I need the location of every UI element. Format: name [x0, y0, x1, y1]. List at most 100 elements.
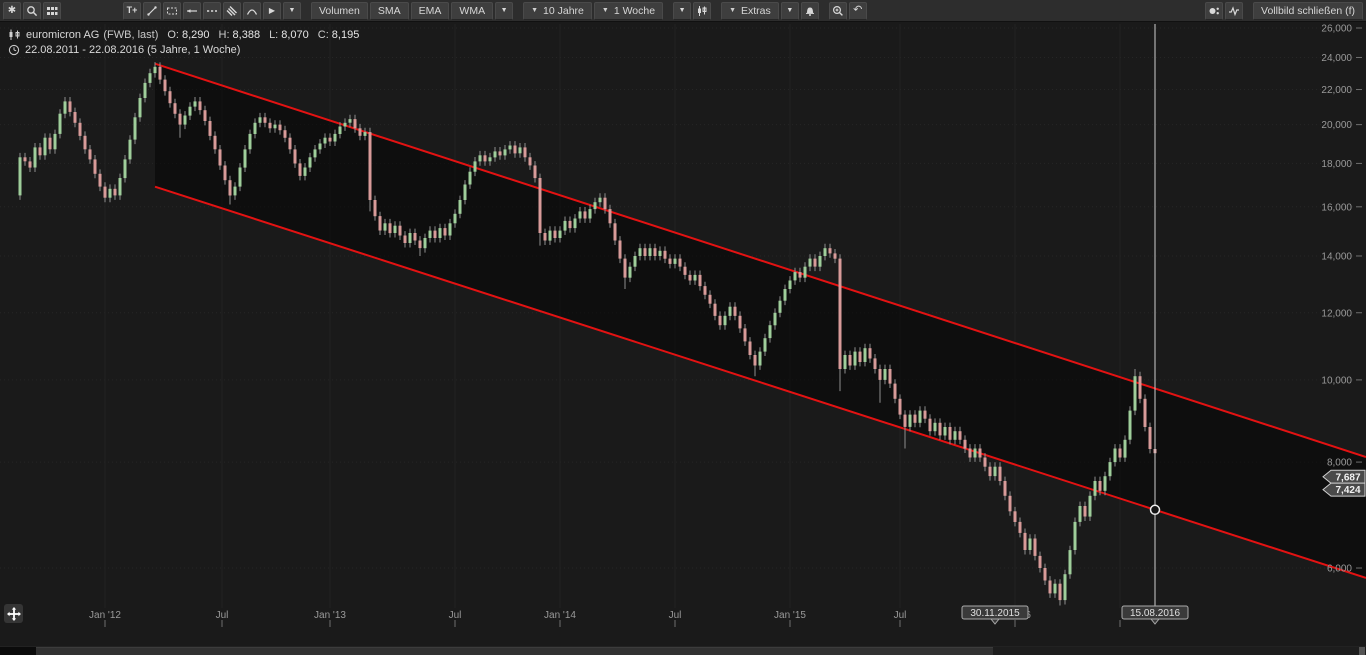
volumen-button[interactable]: Volumen [311, 1, 368, 20]
y-axis-label: 26,000 [1321, 24, 1352, 35]
x-axis-label: Jan '12 [89, 610, 121, 621]
alerts-dropdown-button[interactable]: ▼ [780, 1, 799, 20]
indicator-pulse-button[interactable] [1225, 1, 1244, 20]
chevron-down-icon: ▼ [531, 7, 539, 14]
range-label: 10 Jahre [543, 4, 584, 17]
y-axis-label: 20,000 [1321, 120, 1352, 131]
x-axis-label: Jan '15 [774, 610, 806, 621]
y-axis-label: 12,000 [1321, 308, 1352, 319]
legend-period-row: 22.08.2011 - 22.08.2016 (5 Jahre, 1 Woch… [8, 42, 359, 57]
y-axis-label: 22,000 [1321, 85, 1352, 96]
price-tag [1322, 469, 1366, 484]
trendline-tool-button[interactable] [143, 1, 161, 20]
search-zoom-icon[interactable] [23, 1, 41, 20]
arc-tool-button[interactable] [243, 1, 261, 20]
trend-channel-fill [155, 63, 1366, 578]
chevron-down-icon: ▼ [729, 7, 737, 14]
close-value: 8,195 [331, 28, 360, 41]
scrollbar-end-handle[interactable] [1359, 647, 1365, 655]
alert-bell-button[interactable] [800, 1, 819, 20]
horizontal-line-icon [187, 8, 197, 13]
interval-label: 1 Woche [613, 4, 656, 17]
ema-button[interactable]: EMA [410, 1, 450, 20]
trendline-icon [147, 5, 157, 16]
layout-grid-icon[interactable] [43, 1, 61, 20]
selection-box-tool-button[interactable] [163, 1, 181, 20]
extras-dropdown[interactable]: ▼ Extras [721, 1, 779, 20]
sma-button[interactable]: SMA [369, 1, 409, 20]
selection-box-icon [167, 7, 177, 14]
interval-dropdown[interactable]: ▼ 1 Woche [593, 1, 664, 20]
candlestick-chart-canvas[interactable]: 26,000 24,000 22,000 20,000 18,000 16,000 14,0… [0, 22, 1366, 632]
y-axis-label: 10,000 [1321, 375, 1352, 386]
candlestick-type-button[interactable] [693, 1, 712, 20]
clock-icon [8, 44, 20, 56]
grid-icon [47, 6, 58, 15]
undo-button[interactable]: ↶ [848, 1, 867, 20]
high-label: H: [218, 28, 230, 41]
zoom-in-icon [832, 5, 843, 16]
x-axis-label: Jul [894, 610, 907, 621]
text-tool-button[interactable]: T+ [123, 1, 141, 20]
y-axis-label: 18,000 [1321, 159, 1352, 170]
trend-channel-lower-line[interactable] [154, 185, 1366, 579]
channel-point-marker[interactable] [1149, 504, 1161, 516]
price-tag [1322, 482, 1366, 497]
date-tag-label: 30.11.2015 [970, 608, 1020, 619]
candlestick-series [18, 62, 1157, 606]
compare-icon [1209, 7, 1219, 14]
y-axis-label: 14,000 [1321, 251, 1352, 262]
dashed-line-icon [207, 9, 217, 12]
sma-label: SMA [377, 4, 401, 17]
x-axis-label: Jul [669, 610, 682, 621]
instrument-name: euromicron AG [26, 28, 100, 41]
price-tag-label: 7,424 [1335, 485, 1360, 496]
wma-label: WMA [459, 4, 486, 17]
fullscreen-close-button[interactable]: Vollbild schließen (f) [1253, 1, 1363, 20]
low-value: 8,070 [281, 28, 309, 41]
x-axis-label: Jan '14 [544, 610, 576, 621]
price-tag-label: 7,687 [1335, 472, 1360, 483]
chart-area[interactable]: 26,000 24,000 22,000 20,000 18,000 16,000 14,0… [0, 22, 1366, 655]
y-axis-label: 16,000 [1321, 202, 1352, 213]
chart-type-dropdown-button[interactable]: ▼ [673, 1, 692, 20]
hatch-draw-tool-button[interactable] [223, 1, 241, 20]
scrollbar-lead-segment [0, 647, 36, 655]
time-scrollbar-track[interactable] [0, 646, 1366, 655]
y-axis-label: 8,000 [1327, 458, 1352, 469]
trend-channel-upper-line[interactable] [154, 62, 1366, 458]
tools-dropdown-button[interactable]: ▼ [283, 1, 301, 20]
ema-label: EMA [418, 4, 442, 17]
pulse-icon [1229, 5, 1240, 16]
pointer-tool-button[interactable]: ▶ [263, 1, 281, 20]
period-text: 22.08.2011 - 22.08.2016 (5 Jahre, 1 Woch… [25, 43, 241, 56]
x-axis-label: Jul [216, 610, 229, 621]
y-axis-label: 6,000 [1327, 564, 1352, 575]
candlestick-icon [698, 5, 707, 16]
time-scrollbar-thumb[interactable] [36, 647, 993, 655]
x-axis-label: Jan '13 [314, 610, 346, 621]
move-cross-icon [6, 606, 21, 621]
move-chart-handle[interactable] [4, 604, 23, 623]
chart-legend: euromicron AG (FWB, last) O: 8,290 H: 8,38… [8, 27, 359, 57]
chevron-down-icon: ▼ [601, 7, 609, 14]
open-value: 8,290 [182, 28, 210, 41]
high-value: 8,388 [232, 28, 261, 41]
dashed-line-tool-button[interactable] [203, 1, 221, 20]
date-tag-pointer [1149, 618, 1161, 625]
settings-gear-icon[interactable]: ✱ [3, 1, 21, 20]
indicator-dropdown-button[interactable]: ▼ [495, 1, 514, 20]
y-axis-label: 24,000 [1321, 53, 1352, 64]
arc-icon [246, 8, 258, 15]
extras-label: Extras [741, 4, 771, 17]
fullscreen-close-label: Vollbild schließen (f) [1261, 4, 1355, 17]
zoom-in-button[interactable] [828, 1, 847, 20]
range-dropdown[interactable]: ▼ 10 Jahre [523, 1, 592, 20]
compare-button[interactable] [1205, 1, 1224, 20]
horizontal-line-tool-button[interactable] [183, 1, 201, 20]
date-tag-pointer [989, 618, 1001, 625]
instrument-venue: (FWB, last) [103, 28, 159, 41]
wma-button[interactable]: WMA [451, 1, 494, 20]
close-label: C: [317, 28, 329, 41]
